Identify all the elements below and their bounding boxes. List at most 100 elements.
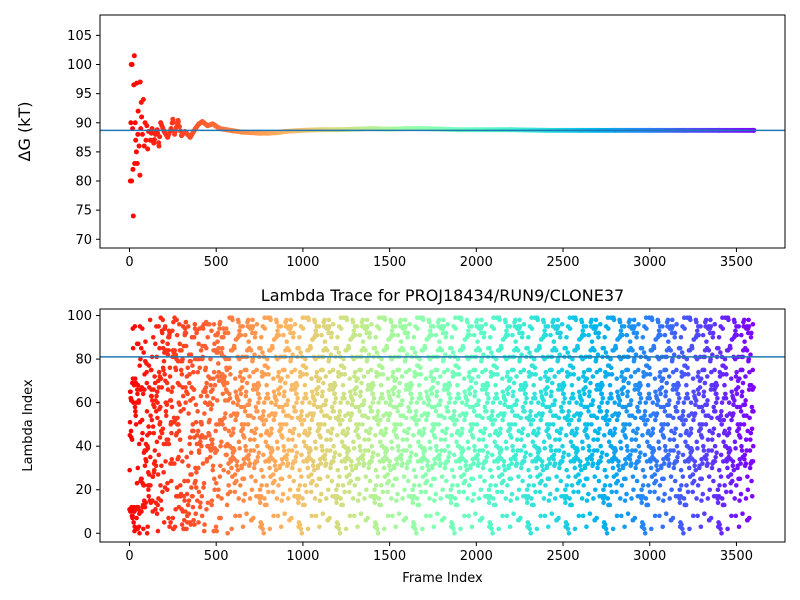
lambda-point — [308, 489, 314, 495]
lambda-point — [627, 339, 633, 344]
lambda-point — [746, 356, 752, 362]
lambda-point — [740, 511, 745, 516]
lambda-point — [403, 356, 408, 362]
lambda-point — [380, 372, 386, 377]
lambda-y-tick-label: 40 — [75, 440, 92, 455]
lambda-point — [746, 515, 752, 521]
lambda-point — [314, 369, 320, 375]
lambda-point — [658, 332, 663, 338]
lambda-point — [667, 461, 672, 466]
lambda-point — [159, 507, 164, 512]
lambda-point — [566, 422, 572, 427]
lambda-point — [699, 435, 705, 440]
lambda-point — [154, 393, 159, 399]
lambda-point — [349, 402, 355, 408]
lambda-point — [279, 376, 284, 381]
lambda-point — [719, 400, 725, 405]
lambda-point — [438, 398, 443, 403]
lambda-point — [547, 491, 553, 497]
lambda-point — [220, 391, 226, 397]
lambda-point — [390, 483, 396, 488]
lambda-point — [679, 350, 685, 355]
lambda-point — [193, 478, 198, 484]
lambda-point — [426, 398, 432, 403]
lambda-point — [376, 422, 381, 427]
lambda-point — [547, 435, 552, 440]
lambda-point — [625, 389, 631, 395]
lambda-point — [251, 415, 256, 421]
lambda-point — [709, 448, 715, 453]
lambda-point — [433, 409, 439, 414]
lambda-point — [160, 489, 165, 495]
lambda-point — [700, 461, 705, 466]
lambda-point — [264, 483, 270, 488]
delta-g-point — [157, 134, 163, 140]
lambda-point — [173, 352, 179, 358]
lambda-point — [163, 413, 169, 419]
lambda-point — [424, 389, 429, 395]
lambda-point — [695, 446, 700, 451]
lambda-point — [642, 413, 647, 419]
lambda-point — [616, 402, 622, 408]
delta-g-point — [139, 114, 145, 120]
lambda-point — [138, 356, 143, 362]
lambda-point — [435, 380, 441, 386]
lambda-point — [678, 335, 684, 340]
lambda-point — [556, 415, 562, 421]
lambda-point — [414, 400, 420, 405]
lambda-point — [557, 430, 563, 436]
lambda-point — [221, 335, 226, 340]
lambda-point — [560, 454, 566, 460]
lambda-point — [578, 467, 584, 473]
lambda-point — [327, 369, 333, 375]
delta-g-point — [135, 131, 141, 137]
lambda-point — [297, 369, 303, 375]
lambda-point — [353, 391, 358, 397]
lambda-point — [200, 461, 206, 466]
lambda-point — [369, 443, 375, 449]
lambda-point — [356, 422, 362, 427]
lambda-point — [493, 502, 498, 508]
lambda-point — [712, 409, 718, 414]
lambda-point — [423, 489, 428, 495]
lambda-point — [592, 474, 598, 479]
lambda-point — [149, 398, 155, 403]
lambda-point — [146, 424, 151, 429]
lambda-point — [733, 446, 738, 451]
lambda-point — [464, 467, 470, 473]
lambda-point — [298, 417, 303, 423]
delta-g-point — [144, 123, 150, 129]
lambda-point — [418, 365, 423, 371]
lambda-point — [742, 452, 748, 458]
lambda-point — [688, 426, 694, 432]
lambda-point — [150, 424, 156, 429]
lambda-axes-frame — [99, 308, 786, 543]
lambda-point — [141, 350, 146, 355]
lambda-point — [195, 409, 200, 414]
lambda-point — [385, 417, 391, 423]
lambda-point — [518, 415, 524, 421]
lambda-point — [533, 489, 538, 495]
lambda-point — [548, 443, 554, 449]
lambda-point — [416, 382, 422, 388]
lambda-point — [164, 487, 170, 493]
lambda-point — [599, 400, 604, 405]
lambda-point — [629, 437, 634, 442]
lambda-point — [151, 387, 156, 392]
lambda-point — [188, 522, 194, 527]
lambda-point — [228, 372, 233, 377]
lambda-point — [312, 319, 318, 325]
lambda-point — [187, 441, 192, 447]
lambda-point — [258, 335, 264, 340]
lambda-point — [590, 461, 596, 466]
lambda-point — [362, 437, 367, 442]
lambda-point — [377, 459, 383, 464]
lambda-point — [747, 448, 753, 453]
delta-g-point — [143, 137, 149, 143]
lambda-point — [455, 483, 460, 488]
lambda-point — [698, 376, 704, 381]
lambda-point — [304, 459, 310, 464]
lambda-point — [629, 461, 634, 466]
lambda-point — [687, 526, 692, 532]
lambda-x-tick-label: 0 — [125, 549, 133, 564]
